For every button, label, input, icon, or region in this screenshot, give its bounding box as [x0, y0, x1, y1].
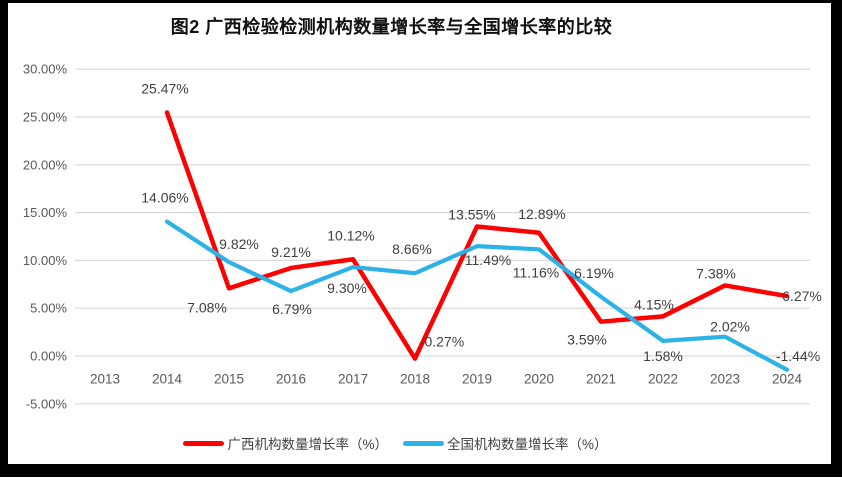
data-label: 13.55%	[448, 206, 495, 222]
data-label: 2.02%	[710, 319, 750, 335]
legend-item: 广西机构数量增长率（%）	[183, 433, 388, 453]
data-label: 7.08%	[187, 299, 227, 315]
data-label: 9.82%	[219, 236, 259, 252]
chart-legend: 广西机构数量增长率（%） 全国机构数量增长率（%）	[8, 433, 831, 453]
y-tick-label: 25.00%	[23, 110, 68, 125]
y-tick-label: 20.00%	[23, 157, 68, 172]
y-tick-label: 0.00%	[30, 349, 67, 364]
legend-label: 全国机构数量增长率（%）	[447, 437, 608, 452]
y-tick-label: 10.00%	[23, 253, 68, 268]
x-tick-label: 2015	[214, 372, 244, 387]
data-label: 11.16%	[513, 264, 559, 280]
y-tick-label: -5.00%	[26, 396, 68, 411]
data-label: 6.79%	[272, 301, 312, 317]
legend-label: 广西机构数量增长率（%）	[227, 437, 388, 452]
x-tick-label: 2018	[400, 372, 430, 387]
data-label: 14.06%	[141, 190, 188, 206]
data-label: -0.27%	[420, 334, 464, 350]
line-chart: 30.00% 25.00% 20.00% 15.00% 10.00% 5.00% 0.00%…	[23, 62, 822, 412]
data-label: 8.66%	[392, 241, 432, 257]
x-tick-label: 2023	[710, 372, 740, 387]
data-label: 7.38%	[696, 265, 736, 281]
data-label: 25.47%	[141, 81, 188, 97]
x-tick-label: 2014	[152, 372, 183, 387]
x-tick-label: 2013	[90, 372, 120, 387]
x-tick-label: 2017	[338, 372, 368, 387]
data-label: -1.44%	[776, 348, 820, 364]
x-tick-label: 2020	[524, 372, 554, 387]
data-label: 4.15%	[634, 296, 674, 312]
legend-line-swatch	[403, 440, 444, 446]
y-tick-label: 5.00%	[30, 301, 67, 316]
data-label: 9.30%	[327, 280, 367, 296]
series-line	[164, 219, 790, 372]
data-label: 9.21%	[271, 244, 311, 260]
data-label: 3.59%	[567, 332, 607, 348]
y-tick-label: 30.00%	[23, 62, 68, 77]
x-tick-label: 2021	[586, 372, 616, 387]
data-label: 6.19%	[574, 265, 614, 281]
y-tick-label: 15.00%	[23, 205, 68, 220]
data-label: 1.58%	[643, 348, 683, 364]
x-tick-label: 2022	[648, 372, 678, 387]
legend-line-swatch	[183, 440, 225, 446]
data-label: 10.12%	[327, 227, 374, 243]
series-line	[164, 110, 790, 361]
legend-item: 全国机构数量增长率（%）	[403, 433, 608, 453]
chart-title: 图2 广西检验检测机构数量增长率与全国增长率的比较	[170, 17, 613, 37]
data-label: 11.49%	[465, 252, 511, 268]
x-tick-label: 2019	[462, 372, 492, 387]
data-label: 12.89%	[518, 206, 565, 222]
x-tick-label: 2016	[276, 372, 306, 387]
x-tick-label: 2024	[772, 372, 803, 387]
data-label: 6.27%	[782, 288, 822, 304]
chart-area: 30.00% 25.00% 20.00% 15.00% 10.00% 5.00% 0.00%…	[8, 3, 831, 464]
